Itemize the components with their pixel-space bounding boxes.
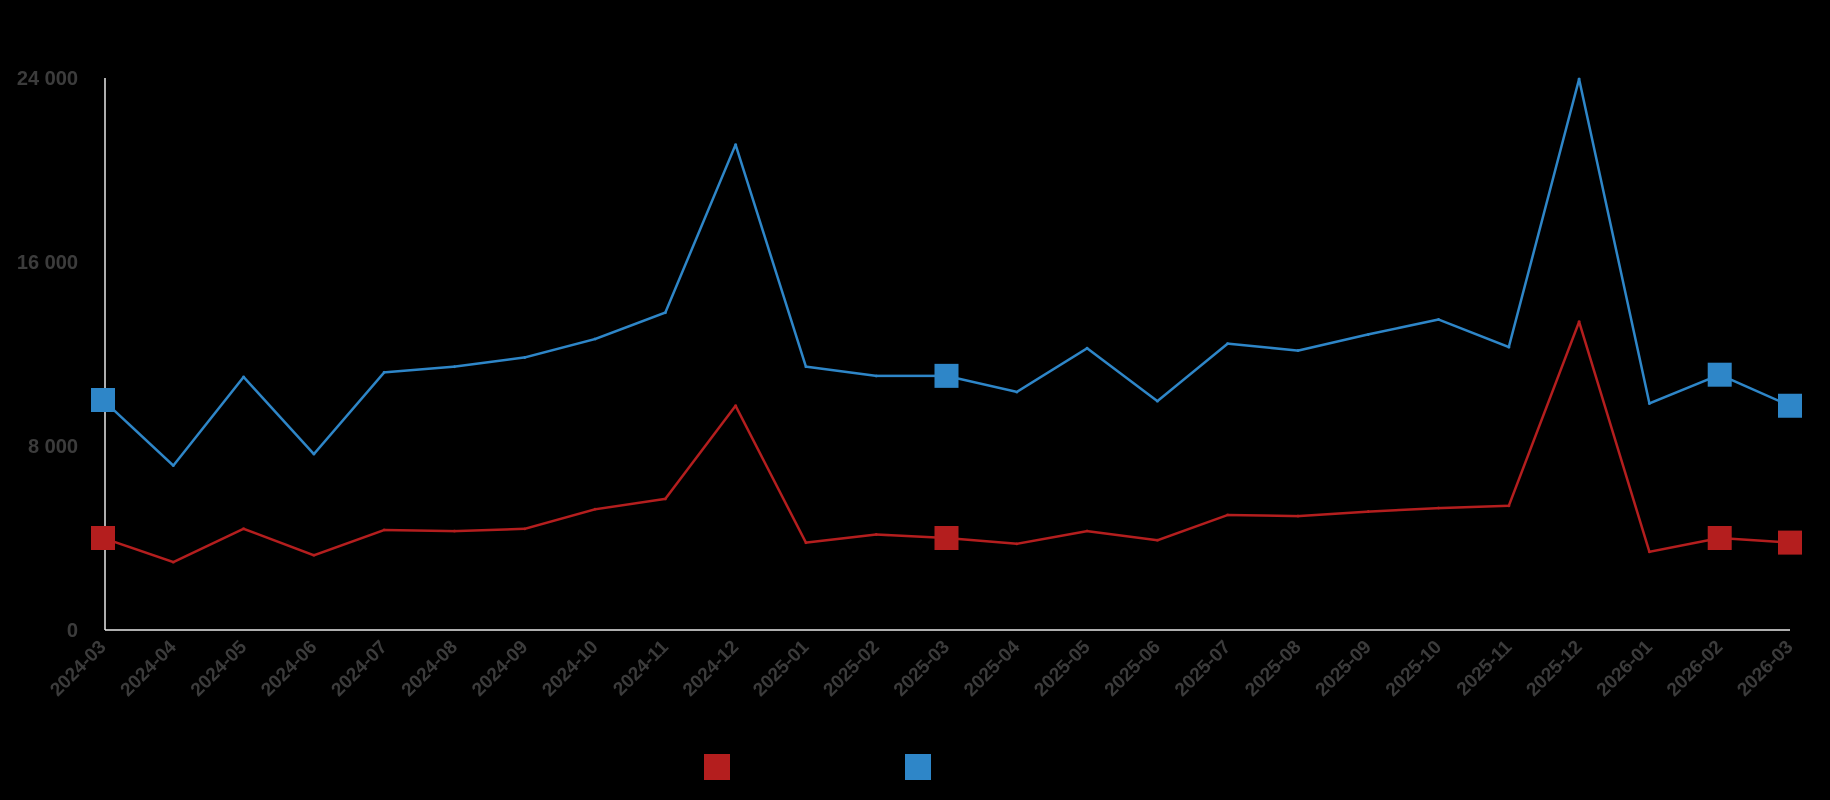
series-0-point bbox=[1015, 542, 1019, 546]
x-tick-label: 2025-02 bbox=[820, 637, 884, 701]
series-1-point bbox=[593, 337, 597, 341]
y-tick-label: 8 000 bbox=[28, 436, 78, 458]
series-1-point bbox=[1437, 318, 1441, 321]
series-1-marker bbox=[1707, 362, 1732, 387]
series-0-marker bbox=[1707, 526, 1732, 550]
series-1-point bbox=[382, 370, 386, 374]
x-tick-label: 2024-08 bbox=[398, 637, 462, 701]
legend-swatch-0 bbox=[704, 754, 730, 780]
series-1-point bbox=[1085, 346, 1089, 350]
x-tick-label: 2024-10 bbox=[538, 637, 602, 701]
y-tick-label: 24 000 bbox=[17, 68, 78, 90]
series-1-point bbox=[1155, 399, 1159, 403]
y-tick-label: 16 000 bbox=[17, 252, 78, 274]
series-0-point bbox=[1366, 510, 1370, 514]
series-0-point bbox=[804, 541, 808, 545]
x-tick-label: 2025-09 bbox=[1312, 637, 1376, 701]
series-1-point bbox=[1647, 401, 1651, 405]
x-tick-label: 2025-07 bbox=[1171, 637, 1235, 701]
x-tick-label: 2025-10 bbox=[1382, 637, 1446, 701]
series-0-point bbox=[663, 497, 667, 501]
series-0-point bbox=[452, 529, 456, 533]
x-tick-label: 2024-12 bbox=[679, 637, 743, 701]
series-0-point bbox=[734, 404, 738, 408]
x-tick-label: 2024-07 bbox=[328, 637, 392, 701]
series-0-marker bbox=[1778, 530, 1802, 555]
series-1 bbox=[91, 77, 1802, 468]
legend-swatch-1 bbox=[905, 754, 931, 780]
series-0-marker bbox=[91, 526, 115, 550]
series-1-point bbox=[242, 375, 246, 379]
x-tick-label: 2024-11 bbox=[609, 636, 673, 700]
series-0-marker bbox=[934, 526, 959, 550]
x-tick-label: 2025-03 bbox=[890, 637, 954, 701]
series-1-point bbox=[1015, 390, 1019, 394]
series-1-point bbox=[1366, 332, 1370, 336]
series-0-point bbox=[1226, 513, 1230, 517]
x-tick-label: 2024-03 bbox=[46, 637, 110, 701]
x-tick-label: 2026-02 bbox=[1663, 637, 1727, 701]
series-1-point bbox=[171, 464, 175, 468]
series-1-marker bbox=[1778, 393, 1802, 418]
series-0-point bbox=[1437, 506, 1441, 510]
series-1-point bbox=[874, 374, 878, 378]
series-1-line bbox=[102, 77, 1791, 467]
x-tick-label: 2024-05 bbox=[187, 636, 251, 700]
x-tick-label: 2024-04 bbox=[117, 636, 181, 700]
series-0-point bbox=[171, 560, 175, 564]
x-tick-label: 2025-08 bbox=[1241, 637, 1305, 701]
series-1-point bbox=[804, 365, 808, 369]
series-layer bbox=[91, 77, 1802, 564]
series-0-point bbox=[1577, 320, 1581, 324]
legend bbox=[704, 754, 931, 780]
y-axis: 0 8 000 16 000 24 000 bbox=[17, 68, 106, 642]
series-0-point bbox=[1155, 538, 1159, 542]
series-0-point bbox=[242, 527, 246, 531]
series-1-point bbox=[1296, 349, 1300, 353]
y-tick-label: 0 bbox=[67, 620, 78, 642]
x-tick-label: 2024-06 bbox=[257, 637, 321, 701]
series-1-point bbox=[1577, 77, 1581, 81]
series-1-point bbox=[1226, 342, 1230, 346]
series-0-point bbox=[1085, 529, 1089, 533]
series-0-point bbox=[874, 533, 878, 537]
x-axis: 2024-03 2024-04 2024-05 2024-06 2024-07 2024-… bbox=[46, 629, 1798, 701]
x-tick-label: 2025-01 bbox=[749, 636, 813, 700]
series-0-point bbox=[1647, 550, 1651, 554]
series-1-point bbox=[523, 355, 527, 359]
x-tick-label: 2025-12 bbox=[1523, 637, 1587, 701]
x-tick-label: 2025-06 bbox=[1101, 637, 1165, 701]
series-0-point bbox=[1507, 504, 1511, 508]
series-0-point bbox=[312, 553, 316, 557]
series-0-point bbox=[1296, 514, 1300, 518]
x-tick-label: 2026-03 bbox=[1733, 637, 1797, 701]
series-0 bbox=[91, 320, 1802, 564]
series-1-point bbox=[663, 311, 667, 315]
series-0-point bbox=[382, 528, 386, 532]
series-1-marker bbox=[934, 363, 959, 388]
series-0-point bbox=[593, 507, 597, 511]
series-1-point bbox=[452, 365, 456, 369]
x-tick-label: 2025-04 bbox=[960, 636, 1024, 700]
x-tick-label: 2024-09 bbox=[468, 637, 532, 701]
series-0-point bbox=[523, 527, 527, 531]
series-1-point bbox=[734, 143, 738, 147]
series-1-point bbox=[312, 452, 316, 456]
series-1-marker bbox=[91, 388, 115, 412]
x-tick-label: 2025-05 bbox=[1030, 636, 1094, 700]
series-1-point bbox=[1507, 345, 1511, 349]
x-tick-label: 2026-01 bbox=[1593, 636, 1657, 700]
x-tick-label: 2025-11 bbox=[1453, 636, 1517, 700]
